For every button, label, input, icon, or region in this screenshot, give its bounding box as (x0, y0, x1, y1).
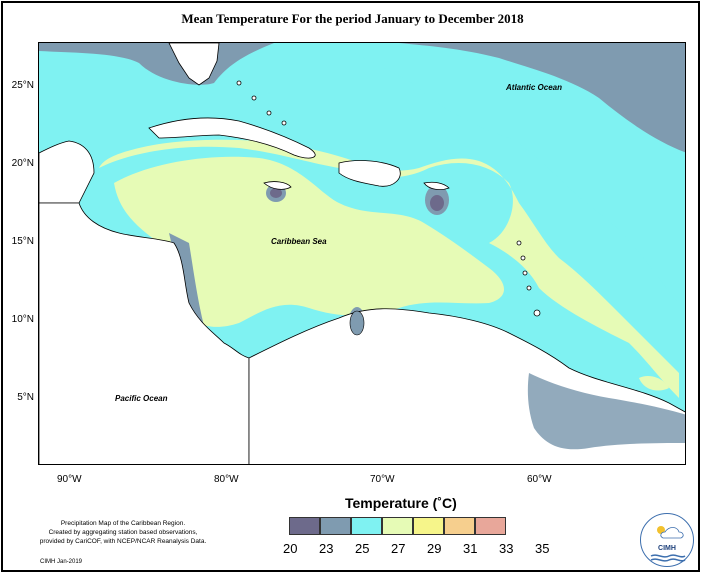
land-cuba (148, 117, 316, 159)
lon-tick-80: 80°W (214, 474, 239, 485)
legend-value-35: 35 (535, 541, 550, 556)
map-canvas (39, 43, 685, 464)
legend-swatch-6 (475, 517, 506, 535)
cimh-logo: CIMH (640, 513, 694, 567)
land-yucatan (39, 140, 95, 204)
legend-swatch-3 (382, 517, 413, 535)
legend-value-23: 23 (319, 541, 334, 556)
legend-swatch-1 (320, 517, 351, 535)
legend-value-25: 25 (355, 541, 370, 556)
lon-tick-60: 60°W (527, 474, 552, 485)
land-antilles-3 (522, 270, 528, 276)
land-bahamas-1 (236, 80, 242, 86)
atlantic-cyan (339, 43, 685, 311)
wave-icon-2 (650, 558, 686, 562)
legend-value-33: 33 (499, 541, 514, 556)
land-trinidad (533, 309, 541, 317)
legend-value-31: 31 (463, 541, 478, 556)
logo-text: CIMH (658, 545, 676, 552)
lat-tick-15: 15°N (11, 236, 34, 247)
land-antilles-1 (516, 240, 522, 246)
legend-swatch-4 (413, 517, 444, 535)
temp-zone-suriname-patch (639, 376, 669, 391)
land-antilles-4 (526, 285, 532, 291)
land-antilles-2 (520, 255, 526, 261)
land-puerto-rico (423, 181, 450, 190)
lon-tick-70: 70°W (370, 474, 395, 485)
temp-zone-23-25-atlantic (399, 43, 685, 153)
lat-tick-5: 5°N (17, 392, 34, 403)
temp-zone-27-29-arc (99, 139, 679, 398)
map-title: Mean Temperature For the period January … (181, 11, 524, 26)
cloud-icon (660, 527, 684, 539)
guianas-land-shading (527, 373, 685, 450)
legend-value-29: 29 (427, 541, 442, 556)
land-bahamas-2 (251, 95, 257, 101)
credit-text: CIMH Jan-2019 (40, 559, 83, 565)
logo-graphic (650, 526, 686, 562)
footnote: Precipitation Map of the Caribbean Regio… (23, 519, 223, 546)
label-caribbean-sea: Caribbean Sea (271, 237, 327, 246)
temp-zone-jamaica-core (270, 188, 282, 198)
wave-icon (650, 554, 686, 558)
legend-colorbar (289, 517, 506, 535)
land-central-america (39, 202, 250, 464)
legend-title: Temperature (˚C) (345, 495, 457, 511)
label-pacific-ocean: Pacific Ocean (115, 394, 168, 403)
legend-value-27: 27 (391, 541, 406, 556)
land-bahamas-3 (266, 110, 272, 116)
land-florida (168, 43, 220, 86)
legend-swatch-5 (444, 517, 475, 535)
land-jamaica (263, 181, 292, 190)
temperature-map[interactable] (38, 42, 686, 465)
lat-tick-10: 10°N (11, 314, 34, 325)
lat-tick-25: 25°N (11, 80, 34, 91)
label-atlantic-ocean: Atlantic Ocean (506, 83, 563, 92)
lon-tick-90: 90°W (57, 474, 82, 485)
lake-maracaibo (349, 310, 365, 336)
legend-swatch-0 (289, 517, 320, 535)
land-bahamas-4 (281, 120, 287, 126)
legend-swatch-2 (351, 517, 382, 535)
footnote-line-1: Precipitation Map of the Caribbean Regio… (60, 520, 186, 527)
temp-zone-hispaniola-core (430, 195, 444, 211)
footnote-line-2: Created by aggregating station based obs… (48, 529, 198, 536)
land-hispaniola (338, 160, 401, 187)
lat-tick-20: 20°N (11, 158, 34, 169)
footnote-line-3: provided by CariCOF, with NCEP/NCAR Rean… (39, 538, 207, 545)
temp-zone-27-29-caribbean (114, 156, 504, 327)
legend-value-20: 20 (283, 541, 298, 556)
